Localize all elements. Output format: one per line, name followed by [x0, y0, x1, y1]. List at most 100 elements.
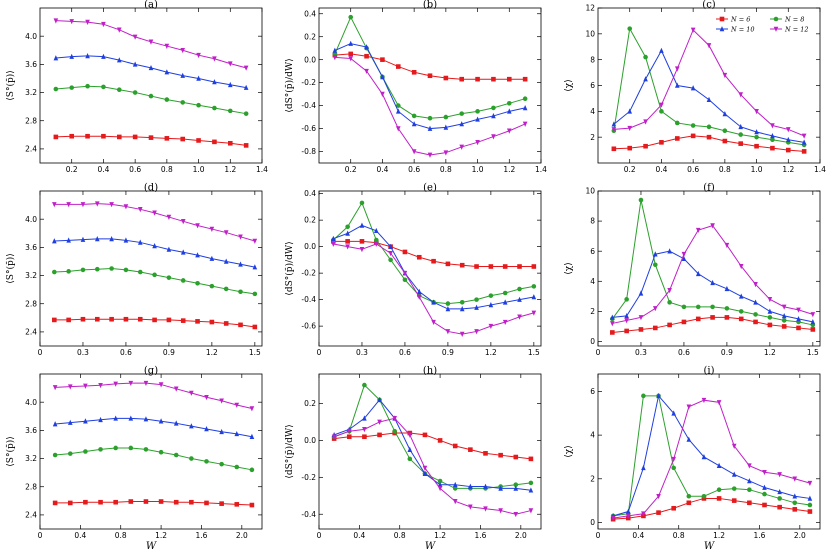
series-line [55, 382, 253, 410]
series-N-12 [53, 18, 249, 71]
data-point [249, 502, 255, 508]
y-axis: 2.4 2.8 3.2 3.6 4.0 [25, 398, 262, 520]
panel-e: (e) 0 0.3 0.6 0.9 1.2 1.5 -0.6 -0.4 -0.2 0.0 0.2 0.4… [284, 183, 542, 357]
data-point [402, 277, 408, 283]
data-point [498, 508, 503, 514]
series-N-8 [331, 200, 537, 306]
data-point [158, 499, 164, 504]
data-point [638, 327, 644, 332]
data-point [777, 472, 782, 478]
y-tick-label: 0 [590, 337, 595, 346]
data-point [452, 443, 458, 449]
data-point [52, 269, 57, 275]
data-point [777, 504, 782, 510]
series-N-8 [52, 266, 258, 297]
data-point [422, 465, 428, 472]
data-point [362, 434, 367, 440]
y-tick-label: 4.0 [25, 398, 37, 407]
data-point [531, 310, 537, 316]
x-tick-label: 1.0 [751, 165, 763, 174]
x-tick-label: 1.5 [528, 348, 540, 357]
y-tick-label: 2.4 [25, 328, 37, 337]
plot-frame [597, 373, 821, 530]
data-point [686, 436, 692, 442]
data-point [348, 51, 354, 57]
data-point [388, 243, 393, 249]
data-point [659, 140, 664, 145]
x-tick-label: 0 [596, 348, 601, 357]
panel-title: (d) [144, 183, 158, 194]
series-line [613, 394, 810, 517]
data-point [459, 144, 465, 150]
y-tick-label: 12 [585, 4, 595, 13]
data-point [674, 82, 680, 88]
y-tick-label: 3.2 [25, 454, 37, 463]
data-point [724, 315, 730, 320]
data-point [128, 445, 134, 451]
data-point [459, 299, 465, 305]
y-tick-label: -0.6 [301, 322, 316, 331]
data-point [475, 76, 480, 82]
data-point [373, 227, 379, 234]
data-point [195, 280, 200, 286]
x-tick-label: 0.3 [635, 348, 647, 357]
data-point [722, 111, 728, 117]
data-point [506, 76, 512, 82]
data-point [785, 147, 791, 153]
y-axis: 2.4 2.8 3.2 3.6 4.0 [25, 32, 262, 154]
x-tick-label: 0.2 [624, 165, 636, 174]
data-point [80, 267, 86, 273]
data-point [475, 116, 480, 122]
data-point [627, 145, 633, 151]
data-point [109, 266, 114, 271]
data-point [180, 47, 186, 54]
data-point [753, 319, 758, 325]
data-point [427, 152, 433, 158]
data-point [785, 136, 791, 143]
x-tick-label: 0.2 [345, 165, 357, 174]
data-point [377, 396, 382, 403]
data-point [234, 502, 240, 507]
data-point [754, 143, 759, 149]
data-point [671, 456, 676, 463]
series-N-10 [53, 53, 249, 90]
data-point [166, 246, 172, 252]
series-line [333, 399, 531, 491]
data-point [468, 447, 473, 452]
series-N-8 [611, 26, 807, 148]
data-point [459, 306, 465, 312]
data-point [195, 223, 200, 229]
data-point [807, 502, 813, 508]
data-point [411, 113, 417, 119]
x-tick-label: 0.4 [353, 531, 365, 540]
data-point [475, 109, 480, 114]
data-point [137, 316, 143, 322]
data-point [388, 250, 393, 257]
data-point [209, 255, 215, 261]
data-point [392, 428, 397, 434]
data-point [722, 128, 728, 134]
data-point [395, 108, 401, 114]
data-point [762, 469, 767, 476]
data-point [234, 402, 240, 408]
data-point [166, 214, 172, 220]
data-point [380, 57, 385, 62]
y-tick-label: 0.2 [304, 216, 316, 225]
panel-i: (i) 0 0.4 0.8 1.2 1.6 2.0 0 2 4 6 ⟨χ⟩ W [564, 366, 821, 552]
x-tick-label: 1.2 [485, 348, 497, 357]
data-point [747, 487, 752, 493]
data-point [173, 499, 179, 505]
data-point [491, 105, 496, 111]
data-point [180, 218, 186, 225]
data-point [706, 96, 712, 103]
data-point [427, 125, 433, 131]
data-point [491, 134, 496, 140]
data-point [506, 128, 512, 134]
plot-frame [39, 7, 263, 164]
data-point [132, 90, 138, 95]
data-point [627, 26, 633, 31]
data-point [701, 397, 707, 404]
x-tick-label: 1.2 [764, 348, 776, 357]
series-N-6 [331, 430, 534, 462]
data-point [528, 508, 534, 514]
